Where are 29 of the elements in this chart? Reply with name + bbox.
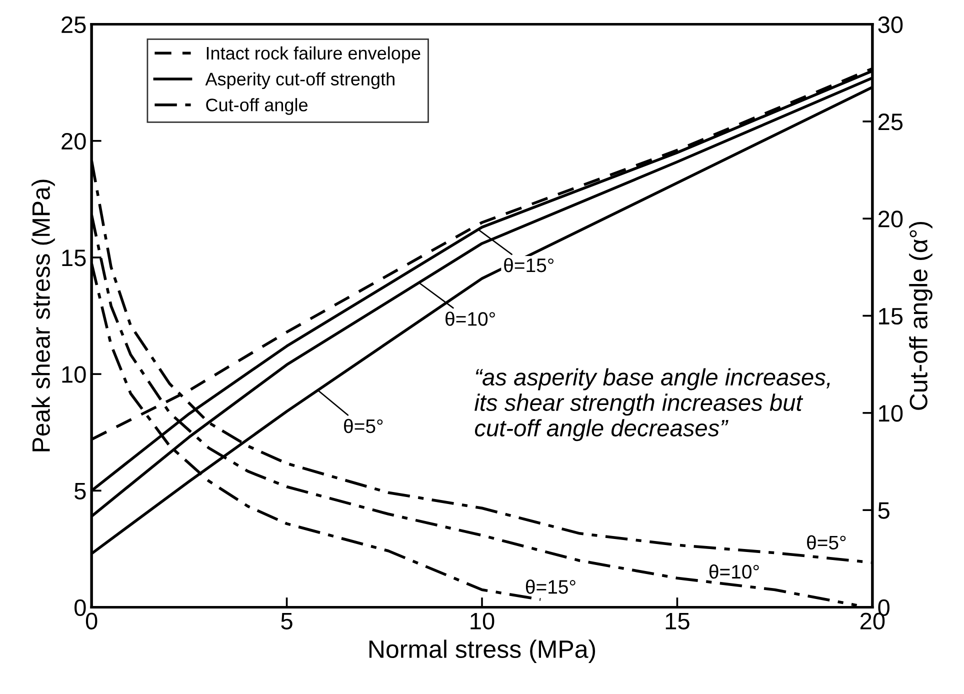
y-tick-label: 15 bbox=[62, 250, 86, 266]
annotation: θ=15° bbox=[504, 258, 554, 272]
y2-tick-label: 20 bbox=[878, 210, 903, 228]
x-tick-label: 5 bbox=[281, 612, 292, 630]
x-tick-label: 15 bbox=[666, 612, 690, 630]
legend-label: Asperity cut-off strength bbox=[205, 72, 394, 90]
y-tick-label: 5 bbox=[74, 482, 86, 500]
y-tick-label: 20 bbox=[62, 132, 86, 150]
annotation: “as asperity base angle increases, its shear strength increases but cut-off angle decreases” bbox=[474, 368, 830, 442]
y-tick-label: 25 bbox=[62, 16, 86, 34]
y2-tick-label: 10 bbox=[879, 405, 903, 422]
y2-tick-label: 15 bbox=[879, 308, 903, 325]
annotation: θ=15° bbox=[526, 580, 576, 594]
y2-tick-label: 5 bbox=[878, 502, 890, 519]
annotation: θ=5° bbox=[807, 535, 846, 550]
legend-label: Cut-off angle bbox=[206, 98, 308, 115]
x-axis-title: Normal stress (MPa) bbox=[369, 640, 596, 663]
annotation: θ=10° bbox=[709, 564, 759, 579]
y2-axis-title: Cut-off angle (α°) bbox=[909, 222, 932, 410]
y2-tick-label: 30 bbox=[878, 16, 903, 34]
y-tick-label: 0 bbox=[74, 599, 86, 616]
y-axis-title: Peak shear stress (MPa) bbox=[32, 180, 55, 452]
annotation: θ=5° bbox=[344, 418, 383, 434]
y2-tick-label: 25 bbox=[878, 114, 903, 130]
x-tick-label: 10 bbox=[470, 612, 494, 630]
x-tick-label: 0 bbox=[86, 612, 98, 630]
y-tick-label: 10 bbox=[62, 366, 86, 383]
annotation: θ=10° bbox=[446, 312, 495, 326]
legend-label: Intact rock failure envelope bbox=[206, 46, 420, 64]
